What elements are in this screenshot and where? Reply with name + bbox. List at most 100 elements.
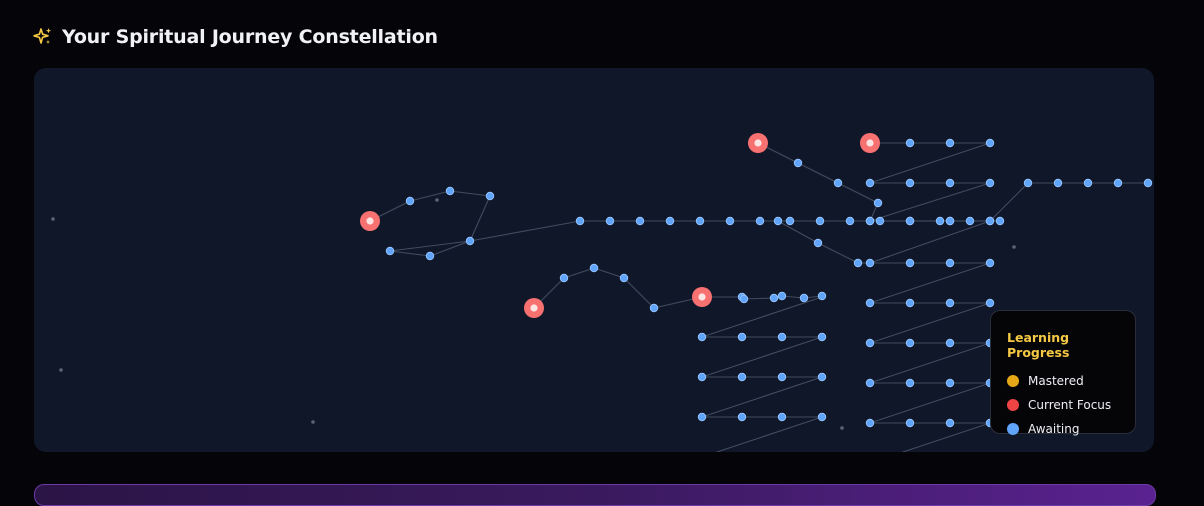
- awaiting-node[interactable]: [985, 138, 995, 148]
- awaiting-node[interactable]: [873, 198, 883, 208]
- legend-title: Learning Progress: [1007, 330, 1070, 360]
- constellation-link: [777, 220, 819, 244]
- awaiting-node[interactable]: [619, 273, 629, 283]
- awaiting-node[interactable]: [905, 216, 915, 226]
- legend-item-current-focus: Current Focus: [1007, 393, 1135, 417]
- awaiting-node[interactable]: [777, 291, 787, 301]
- current-focus-node-core[interactable]: [530, 304, 538, 312]
- awaiting-node[interactable]: [1053, 178, 1063, 188]
- awaiting-node[interactable]: [945, 138, 955, 148]
- awaiting-node[interactable]: [985, 298, 995, 308]
- awaiting-node[interactable]: [1113, 178, 1123, 188]
- awaiting-node[interactable]: [945, 298, 955, 308]
- awaiting-node[interactable]: [905, 338, 915, 348]
- awaiting-node[interactable]: [777, 412, 787, 422]
- awaiting-node[interactable]: [815, 216, 825, 226]
- awaiting-node[interactable]: [865, 216, 875, 226]
- awaiting-node[interactable]: [697, 372, 707, 382]
- awaiting-node[interactable]: [985, 258, 995, 268]
- awaiting-node[interactable]: [853, 258, 863, 268]
- awaiting-node[interactable]: [697, 332, 707, 342]
- awaiting-node[interactable]: [817, 332, 827, 342]
- awaiting-node[interactable]: [813, 238, 823, 248]
- awaiting-node[interactable]: [995, 216, 1005, 226]
- awaiting-node[interactable]: [769, 293, 779, 303]
- awaiting-node[interactable]: [1143, 178, 1153, 188]
- awaiting-node[interactable]: [945, 418, 955, 428]
- awaiting-node[interactable]: [817, 412, 827, 422]
- awaiting-node[interactable]: [635, 216, 645, 226]
- awaiting-node[interactable]: [905, 418, 915, 428]
- legend: Learning Progress Mastered Current Focus…: [990, 310, 1136, 436]
- legend-label: Mastered: [1028, 374, 1084, 388]
- awaiting-node[interactable]: [865, 418, 875, 428]
- awaiting-node[interactable]: [905, 298, 915, 308]
- constellation-link: [869, 342, 991, 384]
- awaiting-node[interactable]: [665, 216, 675, 226]
- awaiting-node[interactable]: [905, 258, 915, 268]
- current-focus-node-core[interactable]: [754, 139, 762, 147]
- awaiting-node[interactable]: [725, 216, 735, 226]
- awaiting-node[interactable]: [985, 178, 995, 188]
- awaiting-node[interactable]: [739, 294, 749, 304]
- awaiting-node[interactable]: [405, 196, 415, 206]
- awaiting-node[interactable]: [445, 186, 455, 196]
- awaiting-node[interactable]: [755, 216, 765, 226]
- awaiting-node[interactable]: [605, 216, 615, 226]
- constellation-link: [409, 190, 451, 202]
- awaiting-node[interactable]: [737, 372, 747, 382]
- awaiting-node[interactable]: [697, 412, 707, 422]
- awaiting-node[interactable]: [865, 298, 875, 308]
- awaiting-node[interactable]: [945, 258, 955, 268]
- awaiting-node[interactable]: [737, 412, 747, 422]
- awaiting-node[interactable]: [945, 338, 955, 348]
- awaiting-node[interactable]: [875, 216, 885, 226]
- awaiting-node[interactable]: [905, 378, 915, 388]
- awaiting-node[interactable]: [777, 332, 787, 342]
- current-focus-node-core[interactable]: [866, 139, 874, 147]
- awaiting-node[interactable]: [945, 216, 955, 226]
- awaiting-node[interactable]: [945, 378, 955, 388]
- awaiting-node[interactable]: [817, 372, 827, 382]
- awaiting-node[interactable]: [817, 291, 827, 301]
- awaiting-node[interactable]: [793, 158, 803, 168]
- awaiting-node[interactable]: [905, 178, 915, 188]
- awaiting-node[interactable]: [485, 191, 495, 201]
- constellation-link: [593, 267, 625, 279]
- awaiting-node[interactable]: [773, 216, 783, 226]
- awaiting-node[interactable]: [965, 216, 975, 226]
- awaiting-node[interactable]: [1083, 178, 1093, 188]
- constellation-link: [901, 422, 991, 452]
- awaiting-node[interactable]: [865, 258, 875, 268]
- current-focus-node-core[interactable]: [698, 293, 706, 301]
- awaiting-node[interactable]: [799, 293, 809, 303]
- awaiting-node[interactable]: [1023, 178, 1033, 188]
- awaiting-node[interactable]: [559, 273, 569, 283]
- background-star: [840, 426, 844, 430]
- awaiting-node[interactable]: [777, 372, 787, 382]
- awaiting-node[interactable]: [785, 216, 795, 226]
- awaiting-node[interactable]: [737, 332, 747, 342]
- awaiting-node[interactable]: [935, 216, 945, 226]
- awaiting-node[interactable]: [985, 216, 995, 226]
- legend-item-mastered: Mastered: [1007, 369, 1135, 393]
- awaiting-node[interactable]: [833, 178, 843, 188]
- legend-item-awaiting: Awaiting: [1007, 417, 1135, 441]
- awaiting-node[interactable]: [945, 178, 955, 188]
- awaiting-node[interactable]: [865, 178, 875, 188]
- awaiting-node[interactable]: [905, 138, 915, 148]
- awaiting-node[interactable]: [845, 216, 855, 226]
- awaiting-node[interactable]: [385, 246, 395, 256]
- awaiting-node[interactable]: [589, 263, 599, 273]
- awaiting-node[interactable]: [575, 216, 585, 226]
- constellation-map[interactable]: [34, 68, 1154, 452]
- awaiting-node[interactable]: [425, 251, 435, 261]
- awaiting-node[interactable]: [695, 216, 705, 226]
- awaiting-node[interactable]: [865, 378, 875, 388]
- constellation-link: [701, 296, 823, 338]
- awaiting-node[interactable]: [649, 303, 659, 313]
- constellation-link: [701, 336, 823, 378]
- awaiting-node[interactable]: [465, 236, 475, 246]
- current-focus-node-core[interactable]: [366, 217, 374, 225]
- awaiting-node[interactable]: [865, 338, 875, 348]
